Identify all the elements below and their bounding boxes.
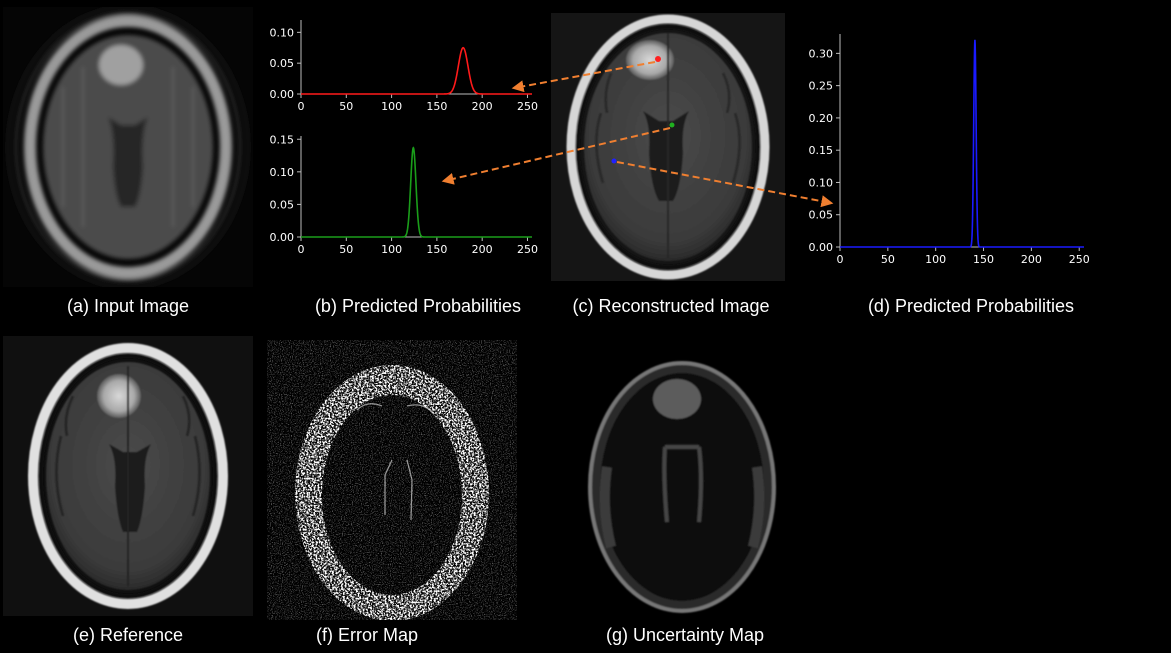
caption-g: (g) Uncertainty Map bbox=[605, 625, 765, 645]
reference-image-panel bbox=[3, 336, 253, 616]
reconstructed-image-panel bbox=[551, 13, 785, 281]
input-image-panel bbox=[3, 6, 253, 288]
caption-a: (a) Input Image bbox=[66, 296, 190, 316]
y-tick-label: 0.15 bbox=[809, 144, 834, 157]
chart-green-distribution: 0 50 100 150 200 250 0.00 0.05 0.10 0.15 bbox=[270, 133, 538, 256]
x-tick-label: 0 bbox=[298, 243, 305, 256]
caption-f: (f) Error Map bbox=[315, 625, 418, 645]
x-tick-label: 200 bbox=[472, 100, 493, 112]
x-tick-label: 150 bbox=[426, 243, 447, 256]
y-tick-label: 0.00 bbox=[809, 241, 834, 254]
distribution-line bbox=[301, 46, 532, 95]
y-tick-label: 0.10 bbox=[809, 176, 834, 189]
x-tick-label: 50 bbox=[339, 100, 353, 112]
y-tick-label: 0.05 bbox=[270, 57, 295, 70]
x-tick-label: 200 bbox=[1021, 253, 1042, 266]
distribution-line bbox=[840, 39, 1084, 248]
error-map-panel bbox=[267, 340, 517, 620]
uncertainty-map-panel bbox=[577, 347, 787, 622]
y-tick-label: 0.05 bbox=[809, 209, 834, 222]
caption-d: (d) Predicted Probabilities bbox=[867, 296, 1075, 316]
chart-red-distribution: 0 50 100 150 200 250 0.00 0.05 0.10 bbox=[270, 20, 538, 112]
marker-green bbox=[669, 122, 675, 128]
x-tick-label: 50 bbox=[881, 253, 895, 266]
x-tick-label: 250 bbox=[517, 100, 538, 112]
caption-b: (b) Predicted Probabilities bbox=[314, 296, 522, 316]
x-tick-label: 250 bbox=[517, 243, 538, 256]
uncertainty-map-image bbox=[577, 347, 787, 622]
y-tick-label: 0.20 bbox=[809, 112, 834, 125]
y-tick-label: 0.00 bbox=[270, 88, 295, 101]
x-tick-label: 0 bbox=[837, 253, 844, 266]
x-tick-label: 100 bbox=[381, 100, 402, 112]
x-tick-label: 150 bbox=[426, 100, 447, 112]
x-tick-label: 250 bbox=[1069, 253, 1090, 266]
input-image bbox=[3, 6, 253, 288]
y-tick-label: 0.15 bbox=[270, 133, 295, 146]
y-tick-label: 0.30 bbox=[809, 47, 834, 60]
chart-blue-distribution: 0 50 100 150 200 250 0.00 0.05 0.10 0.15 0.20 0.25 0… bbox=[809, 34, 1090, 266]
y-tick-label: 0.25 bbox=[809, 80, 834, 93]
caption-e: (e) Reference bbox=[72, 625, 184, 645]
y-tick-label: 0.05 bbox=[270, 198, 295, 211]
error-map-image bbox=[267, 340, 517, 620]
marker-blue bbox=[611, 158, 617, 164]
reference-image bbox=[3, 336, 253, 616]
y-tick-label: 0.10 bbox=[270, 166, 295, 179]
x-tick-label: 50 bbox=[339, 243, 353, 256]
x-tick-label: 150 bbox=[973, 253, 994, 266]
x-tick-label: 100 bbox=[381, 243, 402, 256]
x-tick-label: 0 bbox=[298, 100, 305, 112]
y-tick-label: 0.10 bbox=[270, 26, 295, 39]
x-tick-label: 100 bbox=[925, 253, 946, 266]
reconstructed-image bbox=[551, 13, 785, 281]
marker-red bbox=[655, 56, 661, 62]
distribution-line bbox=[301, 146, 532, 238]
x-tick-label: 200 bbox=[472, 243, 493, 256]
caption-c: (c) Reconstructed Image bbox=[572, 296, 770, 316]
y-tick-label: 0.00 bbox=[270, 231, 295, 244]
